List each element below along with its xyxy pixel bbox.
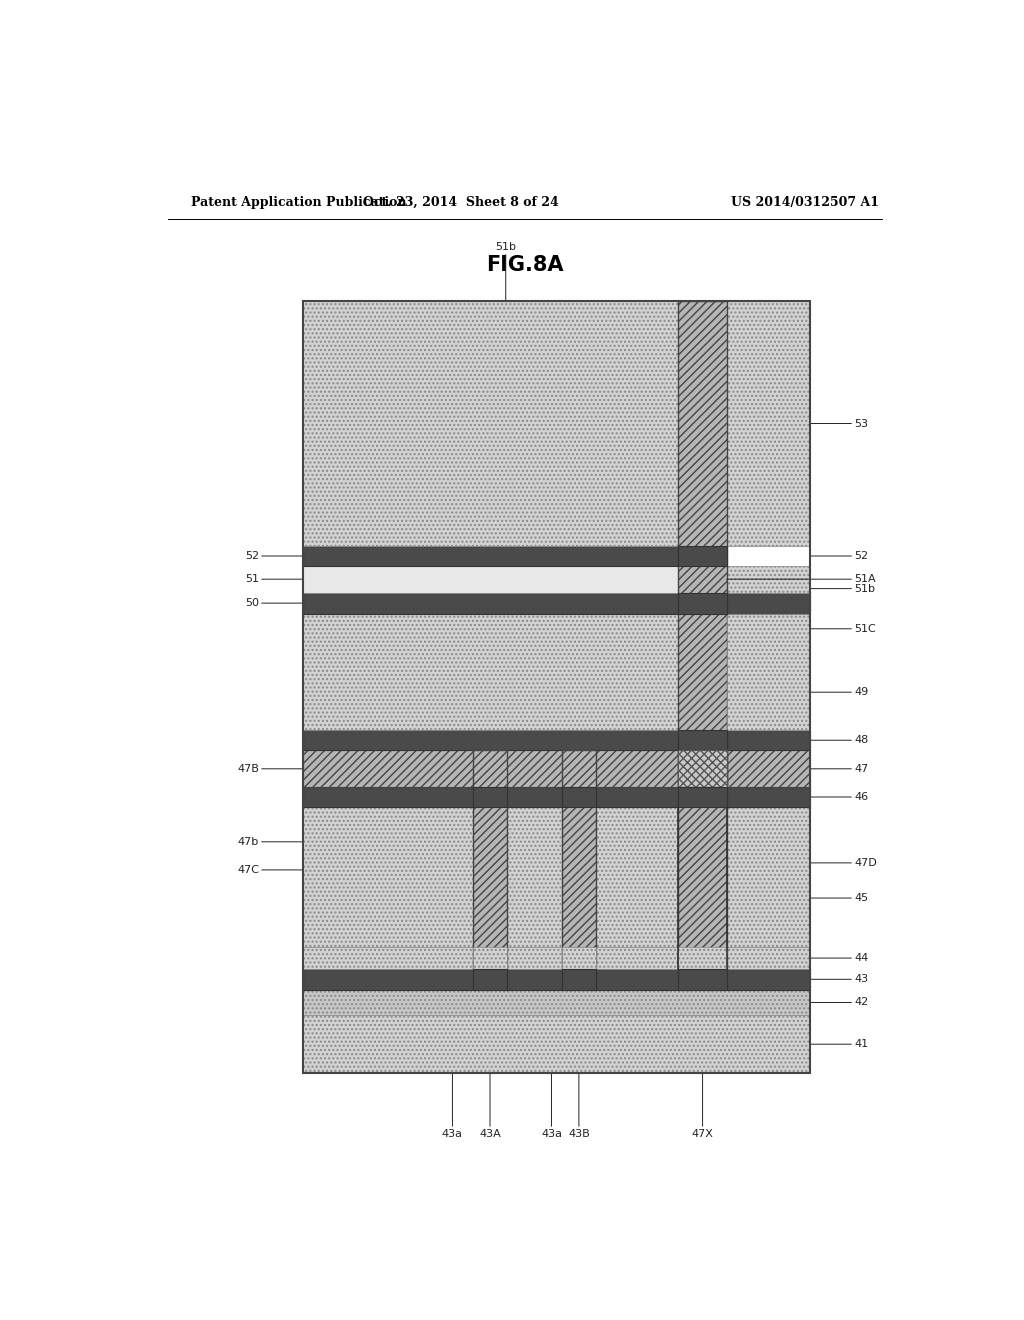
- Text: 51A: 51A: [727, 574, 876, 585]
- Bar: [679, 301, 727, 787]
- Text: 50: 50: [245, 598, 303, 609]
- Bar: [303, 948, 811, 969]
- Text: Oct. 23, 2014  Sheet 8 of 24: Oct. 23, 2014 Sheet 8 of 24: [364, 195, 559, 209]
- Bar: [473, 948, 507, 969]
- Text: 51b: 51b: [811, 583, 876, 594]
- Bar: [303, 614, 811, 730]
- Text: 43a: 43a: [442, 1073, 463, 1139]
- Bar: [303, 1015, 811, 1073]
- Text: 48: 48: [811, 735, 868, 746]
- Bar: [303, 546, 679, 566]
- Text: 52: 52: [811, 550, 868, 561]
- Bar: [303, 593, 811, 614]
- Text: 43: 43: [811, 974, 868, 985]
- Bar: [561, 750, 596, 969]
- Text: 42: 42: [811, 998, 868, 1007]
- Bar: [561, 969, 596, 990]
- Text: 47b: 47b: [238, 837, 303, 847]
- Bar: [561, 787, 596, 807]
- Text: 43A: 43A: [479, 1073, 501, 1139]
- Bar: [303, 566, 679, 593]
- Bar: [679, 969, 727, 990]
- Bar: [727, 614, 811, 730]
- Text: 51: 51: [245, 574, 303, 585]
- Bar: [473, 969, 507, 990]
- Text: 43B: 43B: [568, 1073, 590, 1139]
- Bar: [303, 787, 811, 807]
- Bar: [679, 750, 727, 969]
- Text: 51b: 51b: [496, 242, 516, 301]
- Bar: [727, 566, 811, 593]
- Bar: [679, 948, 727, 969]
- Text: 47D: 47D: [811, 858, 877, 867]
- Bar: [679, 546, 727, 566]
- Bar: [679, 593, 727, 614]
- Text: 47B: 47B: [238, 764, 303, 774]
- Text: 47X: 47X: [691, 1073, 714, 1139]
- Text: 44: 44: [811, 953, 868, 964]
- Bar: [303, 301, 811, 546]
- Bar: [679, 730, 727, 750]
- Bar: [303, 969, 811, 990]
- Text: 49: 49: [811, 688, 868, 697]
- Text: 43a: 43a: [541, 1073, 562, 1139]
- Text: 51C: 51C: [811, 624, 876, 634]
- Text: 46: 46: [811, 792, 868, 803]
- Text: US 2014/0312507 A1: US 2014/0312507 A1: [731, 195, 880, 209]
- Bar: [679, 750, 727, 787]
- Text: 47C: 47C: [237, 865, 303, 875]
- Bar: [303, 990, 811, 1015]
- Bar: [303, 730, 811, 750]
- Text: 47: 47: [811, 764, 868, 774]
- Text: 52: 52: [245, 550, 303, 561]
- Bar: [303, 807, 811, 948]
- Bar: [679, 787, 727, 807]
- Bar: [473, 787, 507, 807]
- Text: 41: 41: [811, 1039, 868, 1049]
- Text: 45: 45: [811, 894, 868, 903]
- Bar: [561, 948, 596, 969]
- Text: Patent Application Publication: Patent Application Publication: [191, 195, 407, 209]
- Bar: [473, 750, 507, 969]
- Text: FIG.8A: FIG.8A: [486, 255, 563, 275]
- Bar: [303, 301, 811, 1073]
- Text: 53: 53: [811, 418, 868, 429]
- Bar: [303, 750, 811, 787]
